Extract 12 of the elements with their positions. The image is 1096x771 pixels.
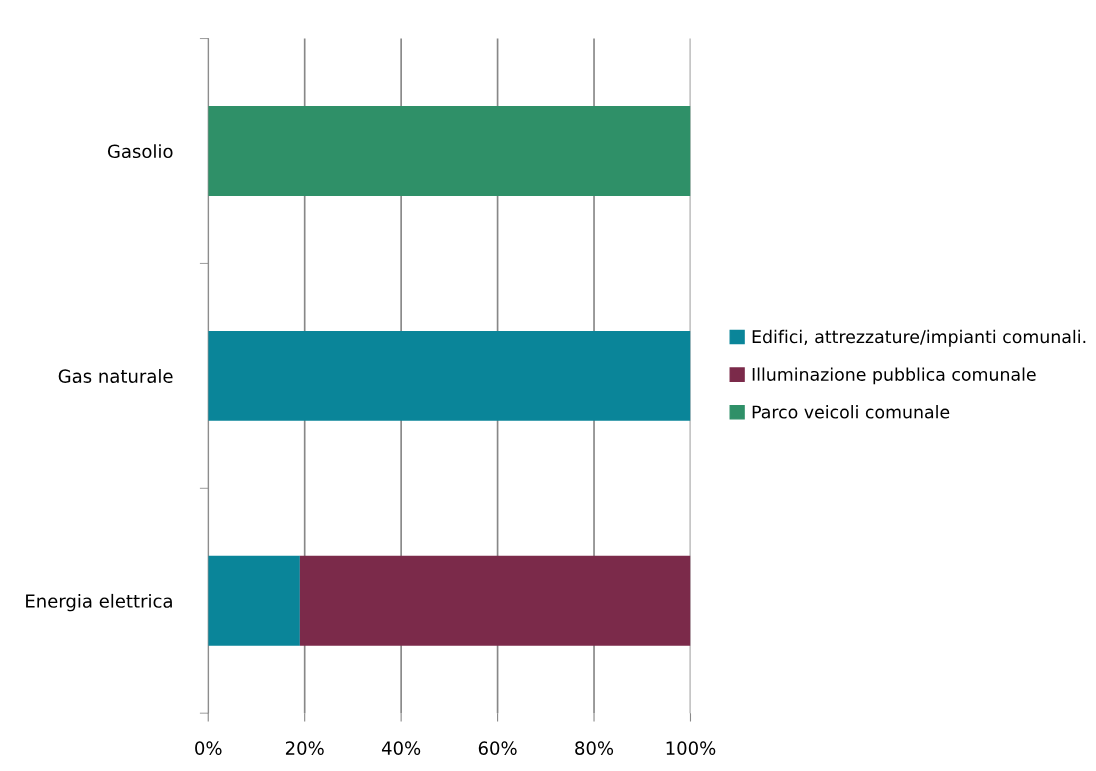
y-tick-label: Energia elettrica bbox=[26, 593, 172, 612]
x-tick-label: 60% bbox=[478, 741, 517, 755]
x-tick-label: 100% bbox=[666, 741, 716, 755]
x-tick-label: 80% bbox=[575, 741, 614, 755]
y-tick-label: Gas naturale bbox=[58, 369, 173, 383]
y-tick-label: Gasolio bbox=[107, 144, 173, 159]
x-tick-label: 20% bbox=[285, 741, 324, 755]
legend-label: Illuminazione pubblica comunale bbox=[752, 367, 1036, 385]
x-tick-label: 0% bbox=[195, 741, 222, 755]
x-tick-label: 40% bbox=[381, 741, 421, 755]
legend-label: Edifici, attrezzature/impianti comunali. bbox=[752, 329, 1086, 347]
legend-label: Parco veicoli comunale bbox=[752, 405, 950, 419]
